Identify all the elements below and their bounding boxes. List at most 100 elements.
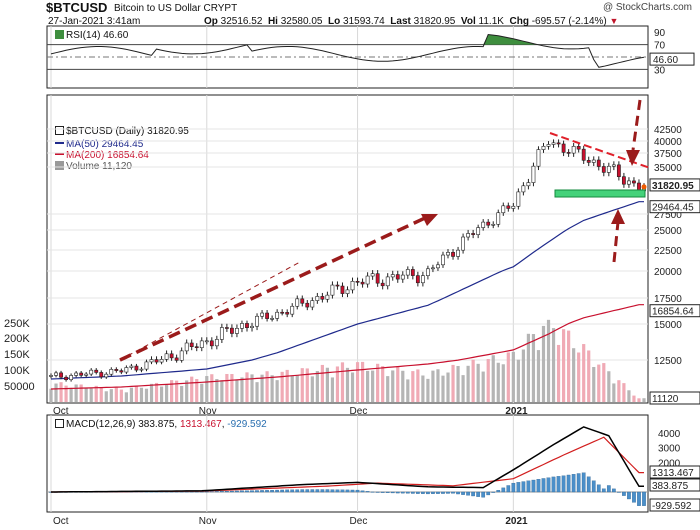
macd-tick-label: 4000: [658, 429, 681, 440]
volume-bar: [235, 380, 239, 402]
macd-histogram-bar: [255, 490, 259, 493]
volume-bar: [69, 388, 73, 402]
price-tick-label: 15000: [654, 320, 682, 331]
chg-value: -695.57 (-2.14%): [531, 16, 607, 27]
macd-histogram-bar: [230, 490, 234, 493]
price-tick-label: 17500: [654, 294, 682, 305]
volume-bar: [270, 375, 274, 402]
macd-histogram-bar: [390, 491, 395, 494]
rsi-overbought-fill: [51, 34, 644, 45]
stockcharts-credit[interactable]: @ StockCharts.com: [602, 2, 692, 13]
volume-bar: [310, 376, 314, 402]
macd-histogram-bar: [375, 491, 380, 493]
macd-histogram-bar: [526, 480, 531, 493]
macd-histogram-bar: [541, 478, 546, 493]
rsi-swatch: [55, 30, 64, 39]
price-candle: [506, 205, 511, 209]
price-candle: [436, 264, 440, 269]
price-candle: [209, 340, 214, 347]
price-swatch: [55, 126, 64, 135]
x-axis-label: Oct: [53, 406, 69, 417]
macd-histogram-bar: [451, 491, 455, 494]
volume-tick-label: 200K: [4, 333, 30, 345]
price-candle: [415, 275, 420, 284]
volume-bar: [371, 370, 375, 402]
volume-bar: [632, 395, 636, 402]
macd-histogram-bar: [606, 485, 611, 493]
macd-histogram-bar: [395, 491, 400, 494]
volume-bar: [185, 380, 189, 402]
price-candle: [184, 342, 189, 352]
price-candle: [235, 328, 239, 334]
macd-histogram-bar: [400, 491, 405, 494]
volume-bar: [556, 344, 561, 402]
volume-tick-label: 50000: [4, 381, 35, 393]
volume-tick-label: 150K: [4, 349, 30, 361]
volume-bar: [411, 371, 415, 402]
macd-histogram-bar: [265, 490, 269, 493]
macd-histogram-bar: [410, 491, 415, 494]
macd-histogram-bar: [627, 491, 631, 500]
macd-histogram-bar: [491, 491, 496, 493]
volume-bar: [421, 375, 425, 402]
volume-bar: [340, 362, 345, 402]
macd-histogram-bar: [235, 490, 239, 493]
histogram-tag: [649, 498, 700, 512]
volume-bar: [476, 363, 480, 402]
price-candle: [611, 164, 616, 167]
rsi-line: [50, 33, 645, 68]
volume-bar: [350, 372, 355, 402]
support-band: [554, 189, 646, 198]
ma50-tag: [649, 200, 700, 214]
ma50-value: 29464.45: [101, 139, 144, 150]
rsi-legend-text: RSI(14) 46.60: [66, 30, 129, 41]
volume-bar: [89, 388, 93, 402]
macd-histogram-bar: [466, 491, 470, 496]
volume-bar: [471, 359, 475, 402]
up-arrowhead: [611, 209, 625, 224]
price-candle: [94, 369, 99, 373]
macd-histogram-bar: [426, 491, 430, 495]
volume-bar: [360, 361, 365, 402]
volume-bar: [597, 364, 601, 402]
volume-bar: [330, 377, 335, 402]
macd-histogram-bar: [330, 489, 335, 493]
macd-histogram-bar: [551, 476, 556, 493]
volume-bar: [541, 325, 546, 402]
volume-bar: [200, 383, 204, 402]
volume-bar: [154, 382, 159, 402]
ma50-legend: MA(50) 29464.45: [55, 139, 143, 150]
price-candle: [109, 369, 114, 375]
chg-label: Chg: [509, 16, 529, 27]
price-candle: [405, 269, 410, 276]
macd-histogram-bar: [194, 491, 199, 493]
volume-bar: [205, 376, 209, 402]
volume-bar: [567, 330, 571, 402]
macd-histogram-bar: [416, 491, 420, 494]
macd-histogram-bar: [199, 491, 204, 493]
x-axis-label: Oct: [53, 516, 69, 527]
price-candle: [466, 233, 471, 238]
vol-value: 11.1K: [478, 16, 504, 27]
price-candle: [596, 159, 601, 167]
ma200-legend: MA(200) 16854.64: [55, 150, 149, 161]
volume-bar: [250, 374, 254, 402]
price-candle: [280, 311, 285, 314]
uptrend-thin-line: [119, 261, 301, 361]
macd-histogram-bar: [556, 476, 561, 493]
x-axis-label: Nov: [199, 516, 217, 527]
price-candle: [556, 142, 561, 145]
macd-histogram-bar: [611, 488, 616, 493]
volume-bar: [240, 377, 244, 402]
price-candle: [365, 275, 370, 285]
macd-tick-label: 3000: [658, 444, 681, 455]
macd-histogram-bar: [184, 491, 189, 493]
macd-histogram-bar: [516, 482, 521, 493]
price-candle: [486, 221, 491, 226]
price-candle: [169, 353, 174, 359]
last-price-dot: [641, 184, 647, 190]
macd-histogram-bar: [380, 491, 385, 493]
price-candle: [320, 296, 325, 300]
vol-label: Vol: [460, 16, 476, 27]
